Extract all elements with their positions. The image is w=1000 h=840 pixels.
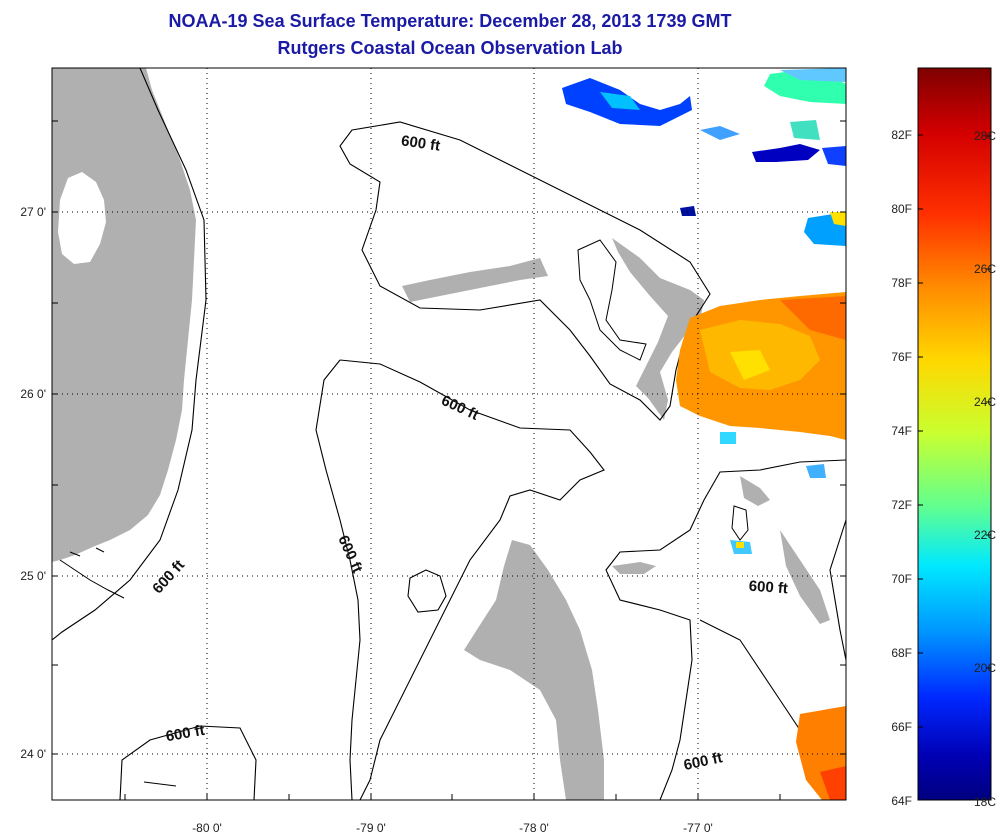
isobath-south [119, 725, 257, 800]
isobath-tongue [407, 569, 447, 613]
new-providence-island [612, 562, 656, 574]
map-subtitle: Rutgers Coastal Ocean Observation Lab [277, 38, 623, 58]
isobath-florida [52, 68, 207, 641]
lat-label: 27 0' [20, 205, 46, 219]
lat-label: 26 0' [20, 387, 46, 401]
fahrenheit-label: 82F [891, 128, 912, 142]
celsius-label: 24C [974, 395, 996, 409]
andros-island [464, 540, 604, 800]
celsius-label: 22C [974, 528, 996, 542]
fahrenheit-label: 80F [891, 202, 912, 216]
fahrenheit-label: 76F [891, 350, 912, 364]
contour-label: 600 ft [748, 578, 788, 598]
fahrenheit-label: 78F [891, 276, 912, 290]
map-title: NOAA-19 Sea Surface Temperature: Decembe… [168, 11, 732, 31]
fahrenheit-label: 64F [891, 794, 912, 808]
celsius-label: 26C [974, 262, 996, 276]
fahrenheit-label: 68F [891, 646, 912, 660]
graticule [52, 68, 846, 800]
celsius-label: 20C [974, 661, 996, 675]
fahrenheit-label: 74F [891, 424, 912, 438]
isobath-tongue-inner [731, 505, 749, 541]
axis-ticks [52, 120, 846, 800]
florida-keys [59, 547, 125, 599]
lake-okeechobee [58, 172, 106, 264]
colorbar-ticks [918, 134, 991, 728]
celsius-label: 28C [974, 129, 996, 143]
eleuthera-island [740, 476, 830, 624]
lon-label: -77 0' [683, 821, 713, 835]
lat-label: 25 0' [20, 569, 46, 583]
map-frame [51, 67, 847, 801]
lon-label: -80 0' [192, 821, 222, 835]
isobath-inner-abaco [577, 239, 647, 361]
fahrenheit-label: 66F [891, 720, 912, 734]
contour-label: 600 ft [400, 132, 441, 154]
contour-label: 600 ft [164, 722, 206, 746]
fahrenheit-label: 70F [891, 572, 912, 586]
fahrenheit-label: 72F [891, 498, 912, 512]
celsius-label: 18C [974, 795, 996, 809]
grand-bahama-island [402, 258, 548, 302]
lon-label: -79 0' [356, 821, 386, 835]
abaco-island [612, 238, 704, 420]
lon-label: -78 0' [519, 821, 549, 835]
temperature-colorbar [917, 67, 992, 801]
lat-label: 24 0' [20, 747, 46, 761]
sst-overlay [562, 68, 846, 800]
isobath-great-bahama-bank [315, 359, 605, 800]
